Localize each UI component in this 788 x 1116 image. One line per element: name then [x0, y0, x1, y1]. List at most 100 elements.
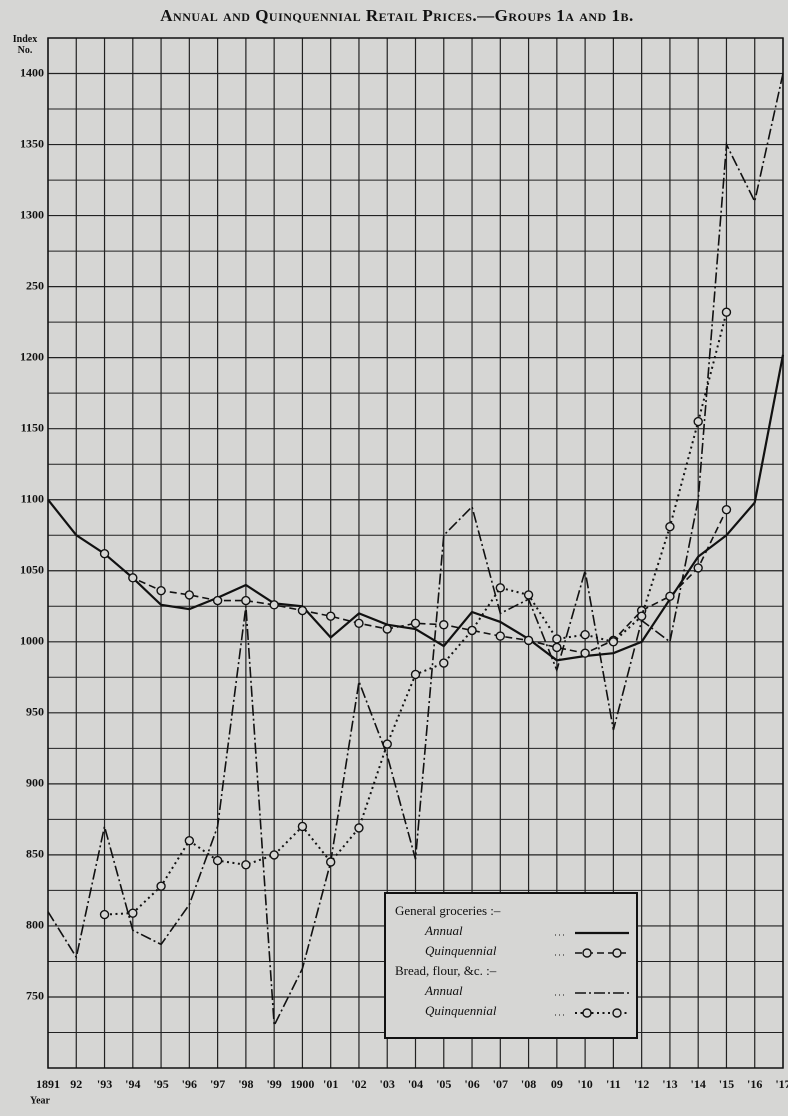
y-tick-label: 1150: [21, 420, 44, 434]
legend-label: Quinquennial: [425, 943, 497, 958]
x-tick-label: '07: [493, 1077, 508, 1091]
x-tick-label: '16: [747, 1077, 762, 1091]
y-tick-label: 1050: [20, 563, 44, 577]
marker: [382, 624, 392, 634]
plot-frame: [47, 37, 784, 1069]
marker: [156, 585, 166, 596]
y-tick-label: 800: [26, 918, 44, 932]
marker: [184, 590, 195, 600]
marker: [495, 583, 506, 593]
y-tick-label: 250: [26, 278, 44, 292]
x-tick-label: '14: [691, 1077, 706, 1091]
series-line: [47, 354, 785, 662]
y-tick-label: 1400: [20, 65, 44, 79]
marker: [552, 634, 562, 644]
y-axis-label: Index No.: [12, 34, 38, 56]
legend-box: [384, 892, 638, 1039]
y-tick-label: 1100: [21, 491, 44, 505]
marker: [693, 563, 703, 573]
x-tick-label: '97: [210, 1077, 225, 1091]
marker: [297, 605, 308, 616]
marker: [354, 618, 364, 629]
marker: [325, 857, 336, 867]
marker: [580, 648, 590, 658]
marker: [721, 504, 732, 515]
marker: [439, 658, 449, 668]
marker: [439, 620, 449, 630]
marker: [410, 669, 421, 680]
marker: [241, 860, 251, 870]
x-tick-label: '98: [238, 1077, 253, 1091]
marker: [382, 739, 392, 749]
x-tick-label: 09: [551, 1077, 563, 1091]
legend-label: Annual: [424, 983, 463, 998]
x-axis-label: Year: [30, 1095, 51, 1106]
marker: [99, 549, 110, 559]
marker: [523, 590, 534, 600]
marker: [128, 908, 138, 918]
marker: [580, 629, 590, 640]
x-tick-label: 1900: [290, 1077, 314, 1091]
legend-group-title: General groceries :–: [395, 903, 501, 918]
legend-label: Annual: [424, 923, 463, 938]
legend-group-title: Bread, flour, &c. :–: [395, 963, 497, 978]
marker: [636, 611, 647, 621]
x-tick-label: '95: [153, 1077, 168, 1091]
marker: [212, 855, 223, 866]
x-tick-label: '02: [351, 1077, 366, 1091]
marker: [665, 591, 675, 602]
y-tick-label: 850: [26, 847, 44, 861]
marker: [721, 307, 732, 317]
legend-marker: [612, 948, 622, 958]
legend-marker: [582, 948, 592, 958]
marker: [269, 850, 279, 860]
x-tick-label: '03: [380, 1077, 395, 1091]
marker: [693, 416, 703, 427]
y-tick-label: 750: [26, 989, 44, 1003]
x-tick-label: '11: [606, 1077, 621, 1091]
marker: [269, 600, 279, 610]
x-tick-label: '12: [634, 1077, 649, 1091]
marker: [467, 625, 477, 636]
x-tick-label: '04: [408, 1077, 423, 1091]
marker: [523, 635, 534, 646]
marker: [410, 618, 421, 629]
x-tick-label: 92: [70, 1077, 82, 1091]
x-tick-label: '99: [266, 1077, 281, 1091]
marker: [354, 823, 364, 833]
x-tick-label: '01: [323, 1077, 338, 1091]
marker: [184, 835, 195, 846]
series-line: [103, 509, 728, 655]
x-tick-label: '96: [182, 1077, 197, 1091]
marker: [212, 595, 223, 606]
x-tick-label: '15: [719, 1077, 734, 1091]
y-tick-label: 1300: [20, 207, 44, 221]
x-tick-label: '93: [97, 1077, 112, 1091]
x-tick-label: '06: [464, 1077, 479, 1091]
marker: [297, 821, 308, 832]
x-tick-label: '17: [775, 1077, 788, 1091]
x-tick-label: '05: [436, 1077, 451, 1091]
marker: [608, 637, 619, 647]
chart-title: Annual and Quinquennial Retail Prices.—G…: [160, 6, 633, 25]
marker: [99, 909, 110, 920]
x-tick-label: '08: [521, 1077, 536, 1091]
y-tick-label: 950: [26, 705, 44, 719]
legend-marker: [582, 1008, 592, 1018]
marker: [128, 573, 138, 583]
marker: [325, 611, 336, 621]
y-tick-label: 1200: [20, 349, 44, 363]
marker: [495, 631, 506, 641]
series-line: [47, 73, 784, 1029]
marker: [241, 595, 251, 606]
marker: [552, 642, 562, 653]
x-tick-label: 1891: [36, 1077, 60, 1091]
y-tick-label: 1350: [20, 136, 44, 150]
x-tick-label: '94: [125, 1077, 140, 1091]
y-tick-label: 1000: [20, 634, 44, 648]
legend-label: Quinquennial: [425, 1003, 497, 1018]
y-tick-label: 900: [26, 776, 44, 790]
marker: [665, 522, 675, 532]
